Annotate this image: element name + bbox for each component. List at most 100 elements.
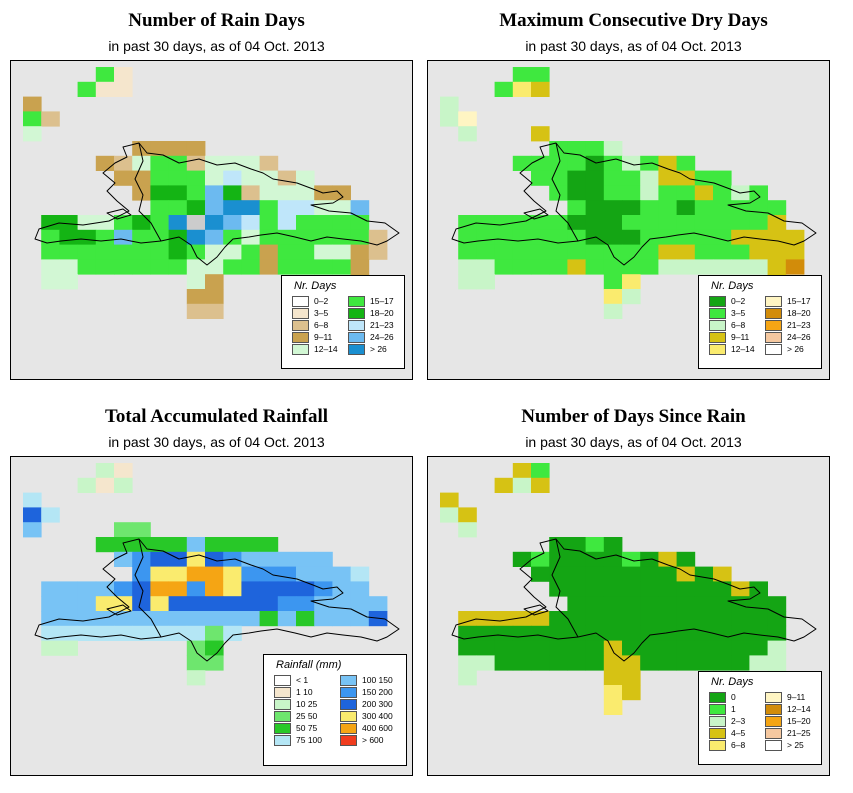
legend-item: 50 75 — [274, 723, 336, 734]
grid-cell — [77, 596, 97, 612]
grid-cell — [150, 259, 169, 275]
legend-swatch — [709, 308, 726, 319]
grid-cell — [531, 551, 550, 567]
legend-swatch — [340, 699, 357, 710]
grid-cell — [440, 507, 459, 523]
grid-cell — [296, 566, 315, 582]
grid-cell — [458, 274, 477, 290]
grid-cell — [458, 507, 477, 523]
grid-cell — [150, 185, 169, 201]
map-area: Nr. Days 0 1 2–3 4–5 6–8 9–11 12–14 15–20 21–25 >… — [427, 456, 830, 776]
legend-item: > 600 — [340, 735, 402, 746]
grid-cell — [713, 215, 732, 231]
grid-cell — [223, 185, 242, 201]
grid-cell — [205, 551, 224, 567]
grid-cell — [241, 215, 260, 231]
grid-cell — [314, 244, 333, 260]
grid-cell — [277, 170, 297, 186]
legend-label: 15–17 — [370, 296, 394, 306]
grid-cell — [476, 274, 495, 290]
legend-label: 0–2 — [314, 296, 329, 306]
grid-cell — [603, 303, 623, 319]
grid-cell — [277, 566, 297, 582]
grid-cell — [658, 185, 677, 201]
map-svg — [440, 67, 817, 319]
grid-cell — [314, 566, 333, 582]
grid-cell — [314, 551, 333, 567]
grid-cell — [259, 611, 279, 627]
grid-cell — [603, 699, 623, 715]
legend-item: 25 50 — [274, 711, 336, 722]
grid-cell — [150, 625, 169, 641]
grid-cell — [259, 551, 279, 567]
grid-cell — [640, 229, 659, 245]
panel-dry-days: Maximum Consecutive Dry Days in past 30 … — [427, 0, 840, 385]
grid-cell — [676, 640, 696, 656]
grid-cell — [350, 215, 370, 231]
grid-cell — [114, 596, 133, 612]
legend-swatch — [348, 296, 365, 307]
legend-label: 1 — [731, 704, 736, 714]
grid-cell — [658, 170, 677, 186]
grid-cell — [114, 477, 133, 493]
grid-cell — [531, 155, 550, 171]
grid-cell — [767, 596, 787, 612]
grid-cell — [41, 596, 60, 612]
grid-cell — [205, 274, 224, 290]
grid-cell — [476, 259, 495, 275]
grid-cell — [567, 215, 586, 231]
grid-cell — [458, 111, 477, 127]
grid-cell — [150, 596, 169, 612]
legend-swatch — [348, 320, 365, 331]
grid-cell — [59, 596, 78, 612]
grid-cell — [205, 303, 224, 319]
grid-cell — [531, 126, 550, 142]
grid-cell — [658, 596, 677, 612]
grid-cell — [458, 522, 477, 538]
grid-cell — [731, 200, 750, 216]
grid-cell — [749, 185, 768, 201]
grid-cell — [186, 566, 206, 582]
coastline — [451, 538, 817, 662]
grid-cell — [731, 244, 750, 260]
legend-item: 21–25 — [765, 728, 817, 739]
legend-swatch — [709, 320, 726, 331]
grid-cell — [603, 685, 623, 701]
grid-cell — [731, 215, 750, 231]
grid-cell — [296, 200, 315, 216]
grid-cell — [567, 185, 586, 201]
grid-cell — [622, 200, 641, 216]
grid-cell — [114, 229, 133, 245]
grid-cell — [622, 551, 641, 567]
grid-cell — [676, 596, 696, 612]
grid-cell — [458, 229, 477, 245]
grid-cell — [531, 244, 550, 260]
grid-cell — [658, 244, 677, 260]
legend-label: 2–3 — [731, 716, 746, 726]
map-area: Rainfall (mm) < 1 1 10 10 25 25 50 50 75 75 1… — [10, 456, 413, 776]
legend-item: 400 600 — [340, 723, 402, 734]
grid-cell — [132, 244, 151, 260]
legend-label: 6–8 — [731, 740, 746, 750]
grid-cell — [549, 655, 568, 671]
legend-item: 0–2 — [292, 296, 344, 307]
legend-swatch — [348, 332, 365, 343]
grid-cell — [223, 566, 242, 582]
legend-label: 0–2 — [731, 296, 746, 306]
grid-cell — [603, 200, 623, 216]
grid-cell — [168, 155, 188, 171]
grid-cell — [205, 566, 224, 582]
grid-cell — [512, 81, 532, 97]
grid-cell — [658, 640, 677, 656]
legend-label: 12–14 — [787, 704, 811, 714]
grid-cell — [658, 655, 677, 671]
grid-cell — [603, 185, 623, 201]
coastline — [34, 538, 400, 662]
grid-cell — [114, 625, 133, 641]
grid-cell — [622, 670, 641, 686]
grid-cell — [59, 215, 78, 231]
legend-label: 21–23 — [787, 320, 811, 330]
grid-cell — [622, 566, 641, 582]
grid-cell — [531, 81, 550, 97]
grid-cell — [767, 215, 787, 231]
